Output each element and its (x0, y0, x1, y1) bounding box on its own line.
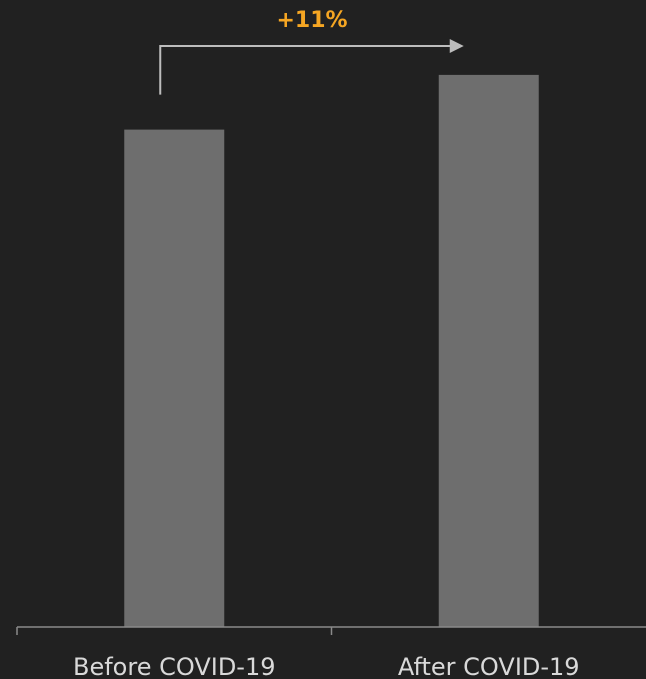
change-label: +11% (276, 8, 347, 33)
x-tick-label: After COVID-19 (398, 653, 580, 679)
bar-after-covid-19 (438, 74, 539, 628)
x-tick-label: Before COVID-19 (73, 653, 276, 679)
change-annotation: +11% (159, 8, 464, 95)
x-axis-labels: Before COVID-19 After COVID-19 (73, 653, 580, 679)
change-arrow (159, 45, 452, 95)
x-axis-ticks (16, 627, 333, 635)
bar-before-covid-19 (124, 129, 225, 627)
arrowhead-icon (449, 39, 464, 53)
bars-group (124, 74, 539, 628)
